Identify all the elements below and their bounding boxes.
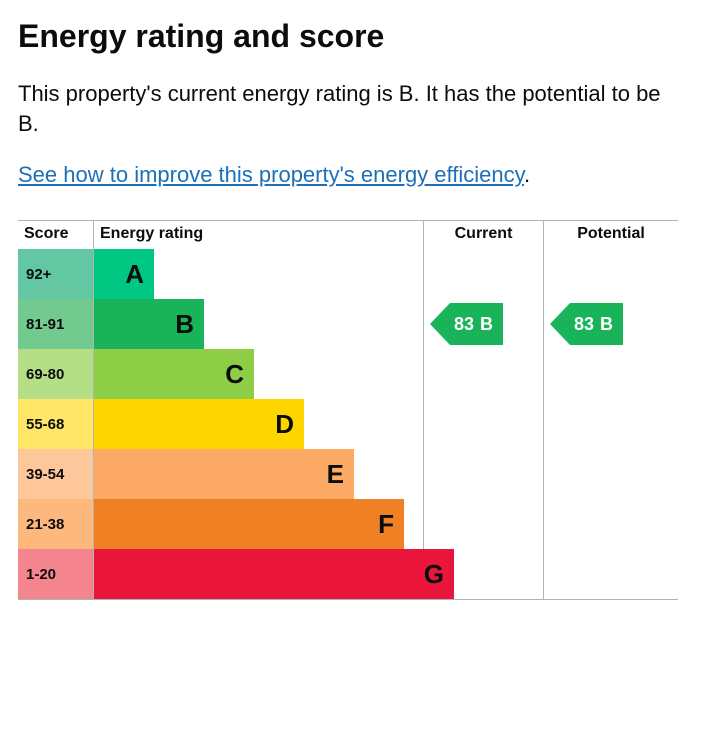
rating-bar-c: C (94, 349, 254, 399)
energy-rating-chart: Score Energy rating Current Potential 92… (18, 220, 678, 600)
score-range-b: 81-91 (18, 299, 93, 349)
score-range-f: 21-38 (18, 499, 93, 549)
rating-column: ABCDEFG (94, 249, 424, 599)
header-rating: Energy rating (94, 221, 424, 249)
rating-bar-a: A (94, 249, 154, 299)
potential-arrow: 83 B (550, 303, 623, 345)
header-current: Current (424, 221, 544, 249)
score-range-g: 1-20 (18, 549, 93, 599)
score-range-d: 55-68 (18, 399, 93, 449)
score-column: 92+81-9169-8055-6839-5421-381-20 (18, 249, 94, 599)
rating-bar-e: E (94, 449, 354, 499)
rating-bar-g: G (94, 549, 454, 599)
rating-bar-f: F (94, 499, 404, 549)
potential-column: 83 B (544, 249, 678, 599)
chart-body: 92+81-9169-8055-6839-5421-381-20 ABCDEFG… (18, 249, 678, 600)
potential-letter: B (600, 314, 613, 335)
current-arrow-label: 83 B (450, 303, 503, 345)
potential-arrow-tip (550, 303, 570, 345)
period: . (524, 162, 530, 187)
intro-text: This property's current energy rating is… (18, 79, 686, 138)
current-letter: B (480, 314, 493, 335)
page-title: Energy rating and score (18, 18, 686, 55)
score-range-a: 92+ (18, 249, 93, 299)
improve-link[interactable]: See how to improve this property's energ… (18, 162, 524, 187)
score-range-e: 39-54 (18, 449, 93, 499)
potential-score: 83 (574, 314, 594, 335)
rating-bar-b: B (94, 299, 204, 349)
score-range-c: 69-80 (18, 349, 93, 399)
current-column: 83 B (424, 249, 544, 599)
current-arrow-tip (430, 303, 450, 345)
current-score: 83 (454, 314, 474, 335)
potential-arrow-label: 83 B (570, 303, 623, 345)
rating-bar-d: D (94, 399, 304, 449)
header-potential: Potential (544, 221, 678, 249)
current-arrow: 83 B (430, 303, 503, 345)
header-score: Score (18, 221, 94, 249)
improve-link-para: See how to improve this property's energ… (18, 160, 686, 190)
chart-header-row: Score Energy rating Current Potential (18, 221, 678, 249)
